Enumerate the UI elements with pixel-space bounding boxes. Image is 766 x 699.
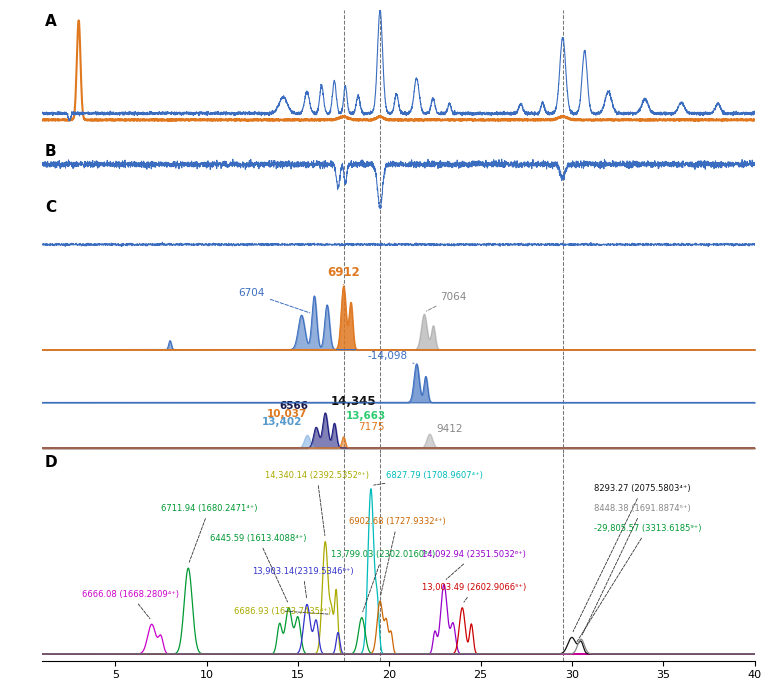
Text: 6912: 6912 <box>327 266 360 285</box>
Text: C: C <box>45 201 56 215</box>
Text: 7175: 7175 <box>358 421 385 432</box>
Text: 9412: 9412 <box>437 424 463 433</box>
Text: 14,092.94 (2351.5032⁶⁺): 14,092.94 (2351.5032⁶⁺) <box>422 550 526 579</box>
Text: 13,903.14(2319.5346⁶⁺): 13,903.14(2319.5346⁶⁺) <box>252 567 354 598</box>
Text: A: A <box>45 15 57 29</box>
Text: 13,003.49 (2602.9066⁵⁺): 13,003.49 (2602.9066⁵⁺) <box>422 584 526 602</box>
Text: -29,805.57 (3313.6185⁹⁺): -29,805.57 (3313.6185⁹⁺) <box>577 524 701 642</box>
Text: 6666.08 (1668.2809⁴⁺): 6666.08 (1668.2809⁴⁺) <box>82 590 179 619</box>
Text: D: D <box>45 454 57 470</box>
Text: 13,402: 13,402 <box>261 417 302 427</box>
Text: 13,799.03 (2302.0160⁶⁺): 13,799.03 (2302.0160⁶⁺) <box>331 550 435 612</box>
Text: 6902.68 (1727.9332⁴⁺): 6902.68 (1727.9332⁴⁺) <box>349 517 446 595</box>
Text: 6445.59 (1613.4088⁴⁺): 6445.59 (1613.4088⁴⁺) <box>210 534 306 602</box>
Text: B: B <box>45 145 57 159</box>
Text: 14,340.14 (2392.5352⁶⁺): 14,340.14 (2392.5352⁶⁺) <box>265 471 369 535</box>
Text: 8448.38 (1691.8874⁵⁺): 8448.38 (1691.8874⁵⁺) <box>582 504 690 635</box>
Text: 6827.79 (1708.9607⁴⁺): 6827.79 (1708.9607⁴⁺) <box>374 471 483 485</box>
Text: 8293.27 (2075.5803⁴⁺): 8293.27 (2075.5803⁴⁺) <box>573 484 690 632</box>
Text: 10,037: 10,037 <box>267 409 307 419</box>
Text: 6711.94 (1680.2471⁴⁺): 6711.94 (1680.2471⁴⁺) <box>161 504 257 562</box>
Text: 13,663: 13,663 <box>345 411 385 421</box>
Text: -14,098: -14,098 <box>368 351 414 363</box>
Text: 6704: 6704 <box>238 288 309 313</box>
Text: 14,345: 14,345 <box>331 395 376 408</box>
Text: 6566: 6566 <box>280 401 309 411</box>
Text: 6686.93 (1673.7435⁴⁺): 6686.93 (1673.7435⁴⁺) <box>234 607 331 616</box>
Text: 7064: 7064 <box>427 292 466 311</box>
